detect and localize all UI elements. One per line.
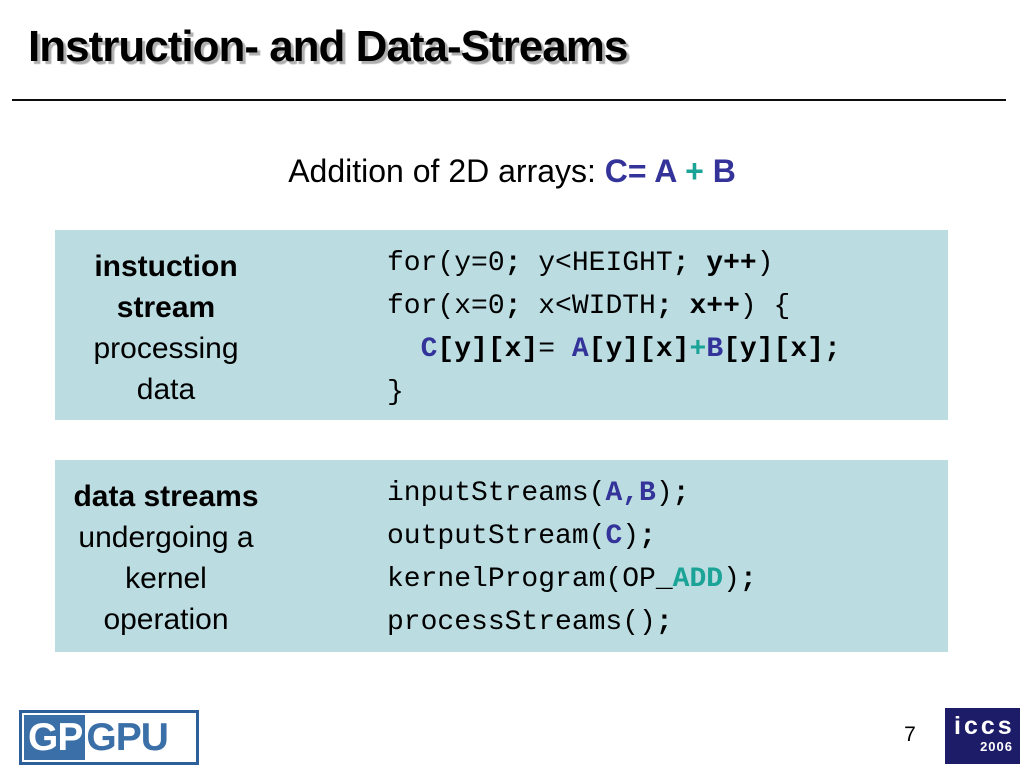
code-segment: ; <box>504 248 522 279</box>
code-segment: ) <box>756 248 774 279</box>
gpgpu-logo: GP GPU <box>19 710 199 765</box>
code-segment: outputStream( <box>387 521 606 552</box>
code-segment: kernelProgram(OP_ <box>387 564 673 595</box>
label-line: processing <box>93 332 239 365</box>
gpgpu-logo-gp-block: GP <box>24 715 86 760</box>
code-segment: A,B <box>605 478 656 509</box>
code-segment: processStreams() <box>387 607 656 638</box>
subtitle: Addition of 2D arrays: C= A + B <box>0 153 1024 190</box>
code-segment: ; <box>823 334 841 365</box>
code-segment: B <box>706 334 724 365</box>
code-segment: [y][x] <box>588 334 690 365</box>
code-segment: y<HEIGHT <box>521 248 673 279</box>
code-segment: ; <box>672 248 690 279</box>
subtitle-b: B <box>712 153 736 189</box>
code-line: } <box>387 371 841 414</box>
code-segment: ; <box>739 564 757 595</box>
data-streams-label: data streams undergoing a kernel operation <box>55 460 277 640</box>
label-line: undergoing a <box>78 521 254 554</box>
iccs-logo-year: 2006 <box>980 739 1013 754</box>
code-segment: ; <box>672 478 690 509</box>
code-segment: for(y=0 <box>387 248 505 279</box>
code-segment: + <box>689 334 707 365</box>
code-segment: inputStreams( <box>387 478 606 509</box>
slide-title: Instruction- and Data-Streams <box>28 22 628 71</box>
subtitle-c-equals-a: C= A <box>604 153 677 189</box>
title-divider-line <box>12 99 1006 101</box>
code-segment: ; <box>655 607 673 638</box>
iccs-2006-logo: iccs 2006 <box>945 708 1020 764</box>
label-line: operation <box>103 603 229 636</box>
code-segment: ) { <box>739 291 791 322</box>
code-segment: ; <box>639 521 656 552</box>
label-line: data <box>136 373 196 406</box>
code-segment <box>673 291 690 322</box>
code-segment: ) <box>655 478 673 509</box>
gpgpu-logo-gpu-text: GPU <box>86 716 169 759</box>
code-line: for(y=0; y<HEIGHT; y++) <box>387 242 841 285</box>
code-line: for(x=0; x<WIDTH; x++) { <box>387 285 841 328</box>
code-segment: A <box>571 334 589 365</box>
code-segment: x++ <box>689 291 740 322</box>
code-segment: [y][x] <box>437 334 539 365</box>
code-line: kernelProgram(OP_ADD); <box>387 558 757 601</box>
code-line: C[y][x]= A[y][x]+B[y][x]; <box>387 328 841 371</box>
label-line: data streams <box>73 480 259 513</box>
instruction-stream-code: for(y=0; y<HEIGHT; y++) for(x=0; x<WIDTH;… <box>387 242 841 414</box>
page-number: 7 <box>904 723 916 746</box>
code-segment: ) <box>723 564 740 595</box>
code-segment: ) <box>622 521 640 552</box>
code-line: processStreams(); <box>387 601 757 644</box>
code-line: outputStream(C); <box>387 515 757 558</box>
code-segment: ; <box>655 291 673 322</box>
code-segment: = <box>538 334 572 365</box>
code-segment: C <box>605 521 623 552</box>
code-segment: [y][x] <box>723 334 824 365</box>
code-segment: for(x=0 <box>387 291 505 322</box>
subtitle-plus-sign: + <box>676 153 713 189</box>
code-segment: ; <box>504 291 522 322</box>
instruction-stream-panel: instuction stream processing data for(y=0; … <box>55 230 948 420</box>
iccs-logo-name: iccs <box>954 712 1015 740</box>
code-line: inputStreams(A,B); <box>387 472 757 515</box>
code-segment: } <box>387 377 404 408</box>
code-segment: C <box>420 334 438 365</box>
label-line: stream <box>116 291 216 324</box>
instruction-stream-label: instuction stream processing data <box>55 230 277 410</box>
subtitle-prefix: Addition of 2D arrays: <box>288 153 605 189</box>
code-segment: x<WIDTH <box>521 291 656 322</box>
label-line: instuction <box>94 250 238 283</box>
data-streams-code: inputStreams(A,B); outputStream(C); kernel… <box>387 472 757 644</box>
code-segment <box>689 248 706 279</box>
data-streams-panel: data streams undergoing a kernel operation … <box>55 460 948 652</box>
code-segment <box>387 334 421 365</box>
code-segment: ADD <box>672 564 724 595</box>
label-line: kernel <box>125 562 207 595</box>
code-segment: y++ <box>706 248 757 279</box>
